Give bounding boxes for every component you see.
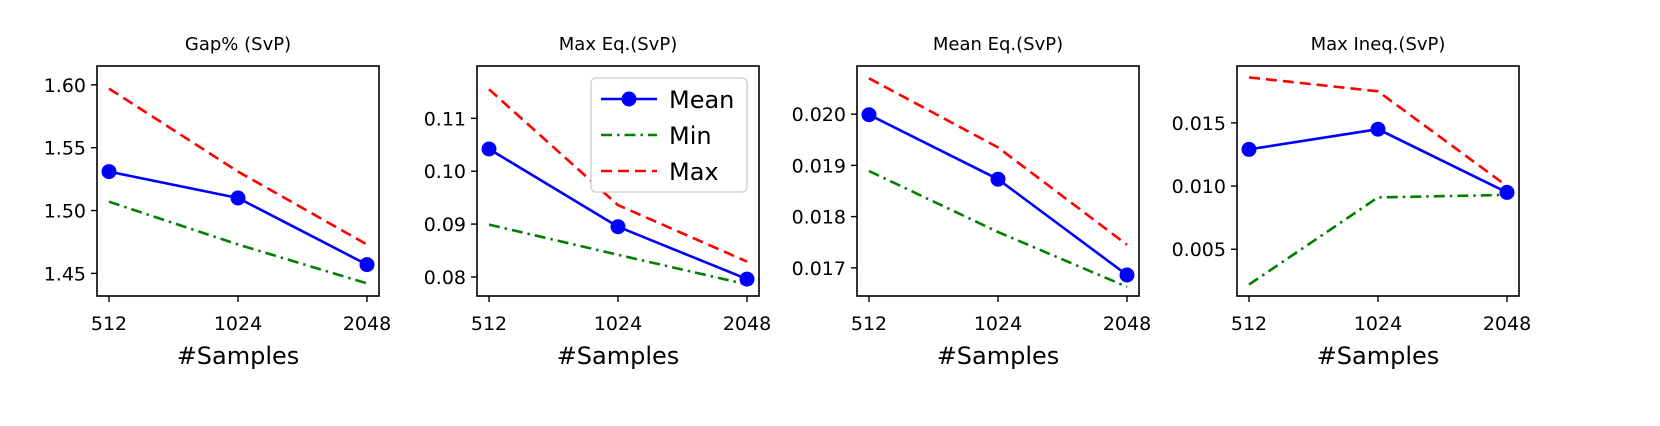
x-tick-label: 1024 <box>1354 313 1402 335</box>
data-point-mean <box>1370 121 1386 137</box>
data-point-mean <box>990 171 1006 187</box>
data-point-mean <box>861 107 877 123</box>
chart-panel: Mean Eq.(SvP) 512 1024 2048 0.017 0.018 0.019 0… <box>792 34 1152 370</box>
series-line-mean <box>108 170 368 266</box>
y-tick-label: 1.50 <box>44 201 86 223</box>
series-line-min <box>1248 193 1508 286</box>
x-axis-label: #Samples <box>177 342 300 370</box>
chart-panel: Max Eq.(SvP) 512 1024 2048 0.08 0.09 0.10 0.11 #… <box>424 34 771 370</box>
data-point-mean <box>739 271 755 287</box>
data-point-mean <box>359 257 375 273</box>
legend-label-mean: Mean <box>669 86 734 114</box>
chart-title: Max Ineq.(SvP) <box>1311 34 1446 55</box>
series-line-max <box>108 87 368 246</box>
data-point-mean <box>610 219 626 235</box>
series-line-min <box>108 200 368 285</box>
y-tick-label: 1.55 <box>44 138 86 160</box>
legend-label-min: Min <box>669 122 712 150</box>
x-tick-label: 1024 <box>974 313 1022 335</box>
plot-frame <box>1236 65 1520 297</box>
x-axis-label: #Samples <box>937 342 1060 370</box>
chart-title: Max Eq.(SvP) <box>559 34 677 55</box>
legend-marker-mean <box>621 91 637 107</box>
y-tick-label: 0.018 <box>792 207 846 229</box>
chart-title: Gap% (SvP) <box>185 34 291 55</box>
series-line-min <box>488 223 748 286</box>
data-point-mean <box>481 141 497 157</box>
x-axis-label: #Samples <box>1317 342 1440 370</box>
chart-panel: Max Ineq.(SvP) 512 1024 2048 0.005 0.010 0.015… <box>1172 34 1532 370</box>
x-tick-label: 2048 <box>343 313 391 335</box>
y-tick-label: 0.11 <box>424 108 466 130</box>
series-line-max <box>868 77 1128 246</box>
x-tick-label: 512 <box>851 313 887 335</box>
plot-frame <box>96 65 380 297</box>
y-tick-label: 0.020 <box>792 104 846 126</box>
y-tick-label: 0.10 <box>424 161 466 183</box>
series-line-mean <box>1248 127 1508 194</box>
legend: Mean Min Max <box>590 77 748 193</box>
y-tick-label: 0.08 <box>424 267 466 289</box>
x-tick-label: 512 <box>1231 313 1267 335</box>
data-point-mean <box>1119 267 1135 283</box>
y-tick-label: 0.017 <box>792 258 846 280</box>
x-tick-label: 512 <box>471 313 507 335</box>
x-tick-label: 2048 <box>1483 313 1531 335</box>
y-tick-label: 1.60 <box>44 75 86 97</box>
data-point-mean <box>101 164 117 180</box>
x-tick-label: 1024 <box>594 313 642 335</box>
chart-title: Mean Eq.(SvP) <box>933 34 1063 55</box>
data-point-mean <box>1499 184 1515 200</box>
y-tick-label: 0.09 <box>424 214 466 236</box>
x-tick-label: 512 <box>91 313 127 335</box>
data-point-mean <box>1241 141 1257 157</box>
x-tick-label: 2048 <box>723 313 771 335</box>
series-line-min <box>868 169 1128 288</box>
series-line-max <box>1248 76 1508 188</box>
x-tick-label: 1024 <box>214 313 262 335</box>
series-line-max <box>488 88 748 263</box>
legend-label-max: Max <box>669 158 719 186</box>
y-tick-label: 0.005 <box>1172 239 1226 261</box>
y-tick-label: 1.45 <box>44 263 86 285</box>
data-point-mean <box>230 190 246 206</box>
y-tick-label: 0.019 <box>792 155 846 177</box>
series-line-mean <box>868 113 1128 277</box>
y-tick-label: 0.015 <box>1172 113 1226 135</box>
x-tick-label: 2048 <box>1103 313 1151 335</box>
chart-panel: Gap% (SvP) 512 1024 2048 1.45 1.50 1.55 1.60 #Sa… <box>44 34 391 370</box>
y-tick-label: 0.010 <box>1172 176 1226 198</box>
legend-box <box>590 77 748 193</box>
x-axis-label: #Samples <box>557 342 680 370</box>
